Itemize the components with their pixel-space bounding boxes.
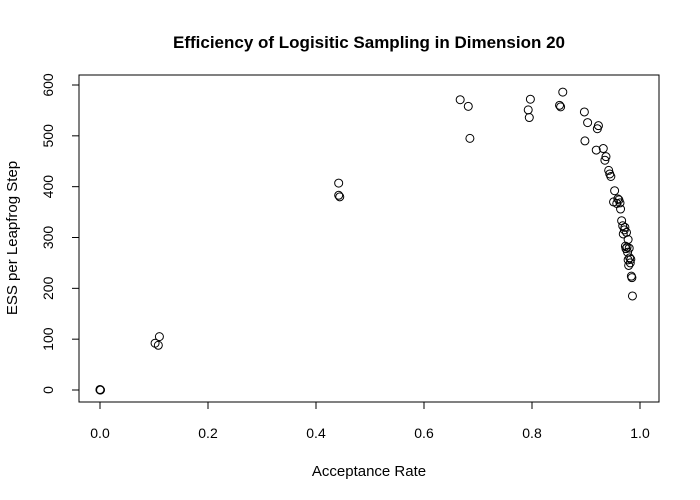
data-point xyxy=(624,243,634,253)
x-tick-label: 0.4 xyxy=(306,425,326,441)
data-point xyxy=(524,113,534,123)
data-point xyxy=(615,198,625,208)
data-points xyxy=(95,87,637,395)
data-point xyxy=(601,152,611,162)
x-tick-label: 0.6 xyxy=(414,425,434,441)
data-point xyxy=(525,94,535,104)
data-point xyxy=(154,332,164,342)
x-tick-label: 0.2 xyxy=(198,425,218,441)
data-point xyxy=(606,172,616,181)
data-point xyxy=(626,254,636,264)
data-point xyxy=(598,144,608,154)
data-point xyxy=(610,186,620,196)
y-axis: 0 100 200 300 400 500 600 xyxy=(40,73,80,394)
x-tick-label: 0.0 xyxy=(90,425,110,441)
plot-frame xyxy=(78,74,660,403)
data-point xyxy=(625,253,635,263)
y-tick-label: 100 xyxy=(40,327,56,351)
x-axis: 0.0 0.2 0.4 0.6 0.8 1.0 xyxy=(90,401,650,441)
data-point xyxy=(622,227,631,237)
data-point xyxy=(465,133,475,143)
data-point xyxy=(555,100,565,110)
y-axis-label: ESS per Leapfrog Step xyxy=(4,161,21,315)
data-point xyxy=(335,192,345,202)
data-point xyxy=(96,385,106,395)
data-point xyxy=(591,145,601,155)
data-point xyxy=(627,273,637,283)
data-point xyxy=(616,204,626,214)
x-axis-label: Acceptance Rate xyxy=(312,463,426,480)
chart-title: Efficiency of Logisitic Sampling in Dime… xyxy=(173,33,565,52)
y-tick-label: 0 xyxy=(40,386,56,394)
data-point xyxy=(583,118,593,128)
data-point xyxy=(623,235,633,245)
x-tick-label: 1.0 xyxy=(630,425,650,441)
data-point xyxy=(153,340,163,350)
data-point xyxy=(556,102,566,112)
data-point xyxy=(620,222,630,232)
data-point xyxy=(334,178,344,188)
data-point xyxy=(463,101,473,111)
y-tick-label: 600 xyxy=(40,73,56,97)
data-point xyxy=(579,107,589,117)
data-point xyxy=(334,190,344,200)
y-tick-label: 500 xyxy=(40,124,56,148)
data-point xyxy=(593,121,603,131)
data-point xyxy=(625,258,635,268)
data-point xyxy=(600,155,610,165)
data-point xyxy=(523,105,533,115)
data-point xyxy=(455,95,465,105)
y-tick-label: 200 xyxy=(40,276,56,300)
x-tick-label: 0.8 xyxy=(522,425,542,441)
y-tick-label: 300 xyxy=(40,226,56,250)
data-point xyxy=(604,165,614,175)
y-tick-label: 400 xyxy=(40,175,56,199)
data-point xyxy=(558,87,568,97)
data-point xyxy=(580,136,590,146)
data-point xyxy=(627,291,637,301)
